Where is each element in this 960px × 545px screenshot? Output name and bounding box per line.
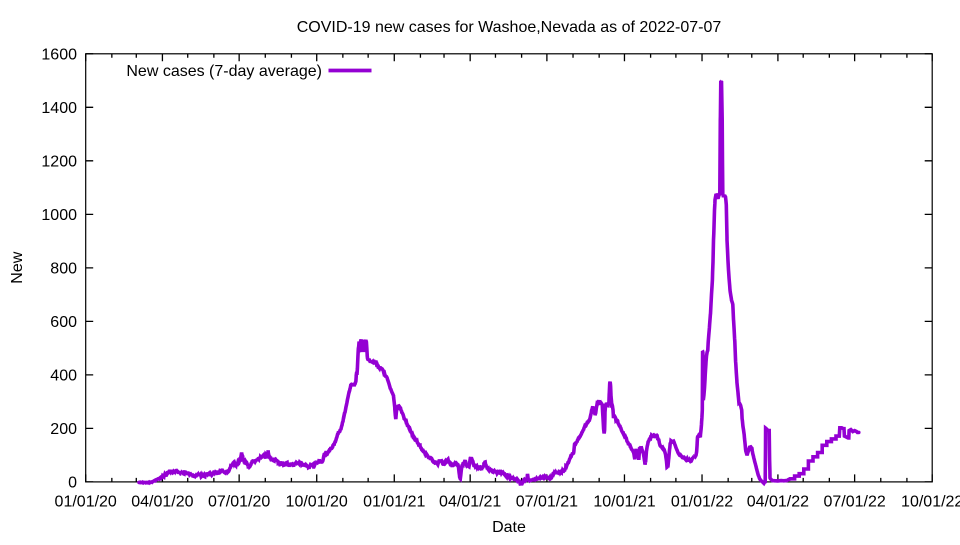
svg-text:10/01/22: 10/01/22 xyxy=(901,494,960,511)
svg-text:New cases (7-day average): New cases (7-day average) xyxy=(126,63,322,80)
svg-text:04/01/21: 04/01/21 xyxy=(439,494,501,511)
svg-text:400: 400 xyxy=(50,367,77,384)
svg-text:0: 0 xyxy=(68,474,77,491)
svg-text:200: 200 xyxy=(50,421,77,438)
svg-text:1200: 1200 xyxy=(41,153,77,170)
svg-text:10/01/20: 10/01/20 xyxy=(286,494,348,511)
svg-text:07/01/20: 07/01/20 xyxy=(208,494,270,511)
svg-text:Date: Date xyxy=(492,519,526,536)
svg-text:01/01/20: 01/01/20 xyxy=(55,494,117,511)
svg-text:07/01/22: 07/01/22 xyxy=(823,494,885,511)
svg-text:10/01/21: 10/01/21 xyxy=(593,494,655,511)
svg-text:07/01/21: 07/01/21 xyxy=(516,494,578,511)
svg-text:01/01/22: 01/01/22 xyxy=(671,494,733,511)
svg-text:600: 600 xyxy=(50,314,77,331)
svg-text:1600: 1600 xyxy=(41,46,77,63)
svg-text:1400: 1400 xyxy=(41,100,77,117)
svg-text:04/01/22: 04/01/22 xyxy=(747,494,809,511)
svg-text:1000: 1000 xyxy=(41,207,77,224)
svg-text:800: 800 xyxy=(50,260,77,277)
svg-text:01/01/21: 01/01/21 xyxy=(363,494,425,511)
svg-text:04/01/20: 04/01/20 xyxy=(131,494,193,511)
svg-text:New: New xyxy=(9,251,26,283)
svg-text:COVID-19 new cases for Washoe,: COVID-19 new cases for Washoe,Nevada as … xyxy=(297,19,722,36)
